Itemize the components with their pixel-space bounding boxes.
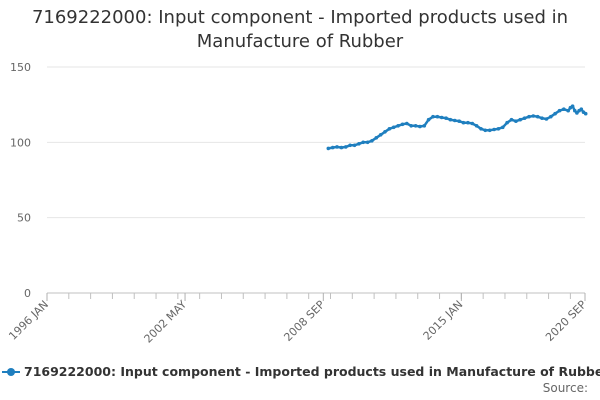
data-point bbox=[514, 119, 518, 123]
data-point bbox=[448, 117, 453, 122]
data-point bbox=[426, 117, 431, 122]
data-point bbox=[396, 124, 400, 128]
data-point bbox=[544, 117, 549, 121]
data-point bbox=[527, 114, 531, 119]
data-point bbox=[383, 130, 387, 134]
data-point bbox=[374, 136, 379, 140]
data-point bbox=[492, 127, 496, 132]
data-point bbox=[400, 122, 405, 127]
data-point bbox=[570, 104, 575, 108]
data-point bbox=[413, 124, 418, 128]
y-tick-label: 100 bbox=[10, 136, 31, 149]
data-point bbox=[562, 107, 566, 111]
data-point bbox=[566, 108, 570, 113]
y-tick-label: 50 bbox=[17, 212, 31, 225]
data-point bbox=[553, 111, 557, 116]
data-point bbox=[348, 143, 352, 148]
x-tick-label: 2020 SEP bbox=[543, 298, 589, 344]
data-point bbox=[483, 128, 488, 133]
data-point bbox=[387, 127, 392, 131]
series-group bbox=[326, 104, 588, 151]
y-axis: 0 50 100 150 bbox=[10, 61, 31, 300]
data-point bbox=[326, 146, 331, 151]
data-point bbox=[518, 117, 522, 122]
data-point bbox=[361, 140, 366, 145]
y-tick-label: 0 bbox=[24, 287, 31, 300]
data-point bbox=[496, 127, 501, 131]
x-tick-label: 2015 JAN bbox=[421, 298, 466, 343]
data-point bbox=[435, 114, 440, 119]
data-point bbox=[431, 114, 435, 119]
data-point bbox=[405, 121, 409, 126]
data-point bbox=[531, 114, 536, 118]
x-tick-label: 2002 MAY bbox=[142, 298, 190, 346]
data-point bbox=[474, 124, 479, 128]
data-point bbox=[344, 145, 348, 149]
data-point bbox=[501, 125, 505, 130]
data-point bbox=[505, 120, 509, 125]
data-point bbox=[409, 124, 414, 128]
data-point bbox=[549, 114, 553, 119]
data-point bbox=[479, 127, 483, 131]
data-point bbox=[540, 116, 544, 120]
data-point bbox=[370, 139, 374, 143]
data-point bbox=[418, 124, 422, 129]
data-point bbox=[583, 111, 588, 116]
grid-lines bbox=[47, 66, 585, 294]
data-point bbox=[453, 118, 457, 123]
legend-label: 7169222000: Input component - Imported p… bbox=[24, 364, 600, 379]
data-point bbox=[509, 117, 514, 122]
data-point bbox=[330, 145, 335, 150]
data-point bbox=[466, 120, 470, 125]
y-tick-label: 150 bbox=[10, 61, 31, 74]
data-point bbox=[422, 124, 427, 128]
x-tick-label: 2008 SEP bbox=[281, 298, 327, 344]
data-point bbox=[575, 111, 579, 115]
data-point bbox=[487, 128, 492, 133]
data-point bbox=[335, 145, 339, 149]
data-point bbox=[573, 108, 577, 113]
x-axis: 1996 JAN 2002 MAY 2008 SEP 2015 JAN 2020 SEP bbox=[6, 293, 589, 346]
data-point bbox=[357, 142, 361, 146]
data-point bbox=[444, 116, 448, 120]
chart-title-line-1: 7169222000: Input component - Imported p… bbox=[31, 7, 569, 28]
legend[interactable]: 7169222000: Input component - Imported p… bbox=[2, 364, 600, 379]
legend-dot-marker bbox=[7, 367, 15, 376]
data-point bbox=[439, 115, 444, 120]
data-point bbox=[378, 133, 383, 137]
data-point bbox=[535, 114, 540, 119]
chart-title: 7169222000: Input component - Imported p… bbox=[0, 6, 600, 54]
chart-title-line-2: Manufacture of Rubber bbox=[196, 31, 404, 52]
data-point bbox=[461, 120, 466, 125]
data-point bbox=[391, 125, 396, 130]
data-point bbox=[522, 116, 527, 120]
data-point bbox=[365, 140, 370, 145]
series-line bbox=[327, 104, 587, 150]
data-point bbox=[557, 108, 562, 113]
legend-swatch bbox=[2, 367, 20, 377]
data-point bbox=[339, 145, 344, 150]
source-label: Source: bbox=[542, 381, 588, 395]
x-tick-label: 1996 JAN bbox=[6, 298, 51, 343]
data-point bbox=[352, 143, 357, 148]
data-point bbox=[579, 107, 584, 111]
data-point bbox=[470, 121, 475, 126]
data-point bbox=[457, 119, 462, 123]
